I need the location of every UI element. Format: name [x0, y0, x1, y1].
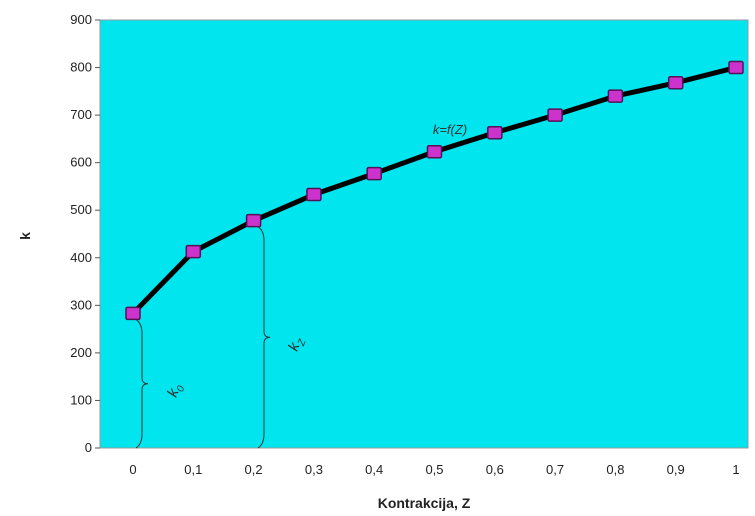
k0-label-sub: 0 — [175, 384, 187, 394]
x-tick-label: 0,9 — [667, 462, 685, 477]
data-point — [547, 108, 563, 122]
y-tick-label: 800 — [70, 60, 92, 75]
curve-label: k=f(Z) — [433, 122, 467, 137]
y-tick-label: 0 — [85, 440, 92, 455]
data-point — [245, 213, 262, 228]
y-tick-label: 900 — [70, 12, 92, 27]
data-point — [306, 187, 322, 202]
kz-label: kZ — [285, 334, 309, 355]
plot-area — [99, 19, 749, 449]
x-tick-label: 0,8 — [606, 462, 624, 477]
k0-label: k0 — [164, 381, 188, 401]
x-axis-title: Kontrakcija, Z — [378, 495, 471, 511]
x-tick-label: 0,6 — [486, 462, 504, 477]
x-tick-label: 0,2 — [245, 462, 263, 477]
kz-bracket — [257, 226, 271, 449]
x-tick-label: 0,4 — [365, 462, 383, 477]
y-axis: 0 100 200 300 400 500 600 700 800 900 — [70, 12, 100, 455]
x-tick-label: 0,5 — [425, 462, 443, 477]
k0-bracket — [135, 319, 149, 449]
y-tick-label: 200 — [70, 345, 92, 360]
data-point — [366, 166, 382, 181]
data-point — [185, 244, 202, 259]
annotation-brackets — [135, 226, 271, 449]
x-tick-label: 1 — [732, 462, 739, 477]
data-point — [667, 76, 684, 90]
x-tick-label: 0,3 — [305, 462, 323, 477]
data-point — [487, 125, 503, 140]
y-tick-label: 500 — [70, 202, 92, 217]
y-axis-title: k — [17, 232, 33, 240]
data-point — [607, 89, 624, 103]
x-axis: 0 0,1 0,2 0,3 0,4 0,5 0,6 0,7 0,8 0,9 1 — [129, 462, 739, 477]
x-tick-label: 0,7 — [546, 462, 564, 477]
y-tick-label: 400 — [70, 250, 92, 265]
y-tick-label: 600 — [70, 155, 92, 170]
x-tick-label: 0 — [129, 462, 136, 477]
data-point — [125, 306, 141, 321]
kz-label-sub: Z — [296, 337, 309, 349]
y-tick-label: 300 — [70, 297, 92, 312]
data-point — [426, 144, 443, 159]
x-tick-label: 0,1 — [184, 462, 202, 477]
series-markers — [125, 60, 744, 321]
data-point — [728, 60, 744, 75]
y-tick-label: 700 — [70, 107, 92, 122]
y-tick-label: 100 — [70, 392, 92, 407]
